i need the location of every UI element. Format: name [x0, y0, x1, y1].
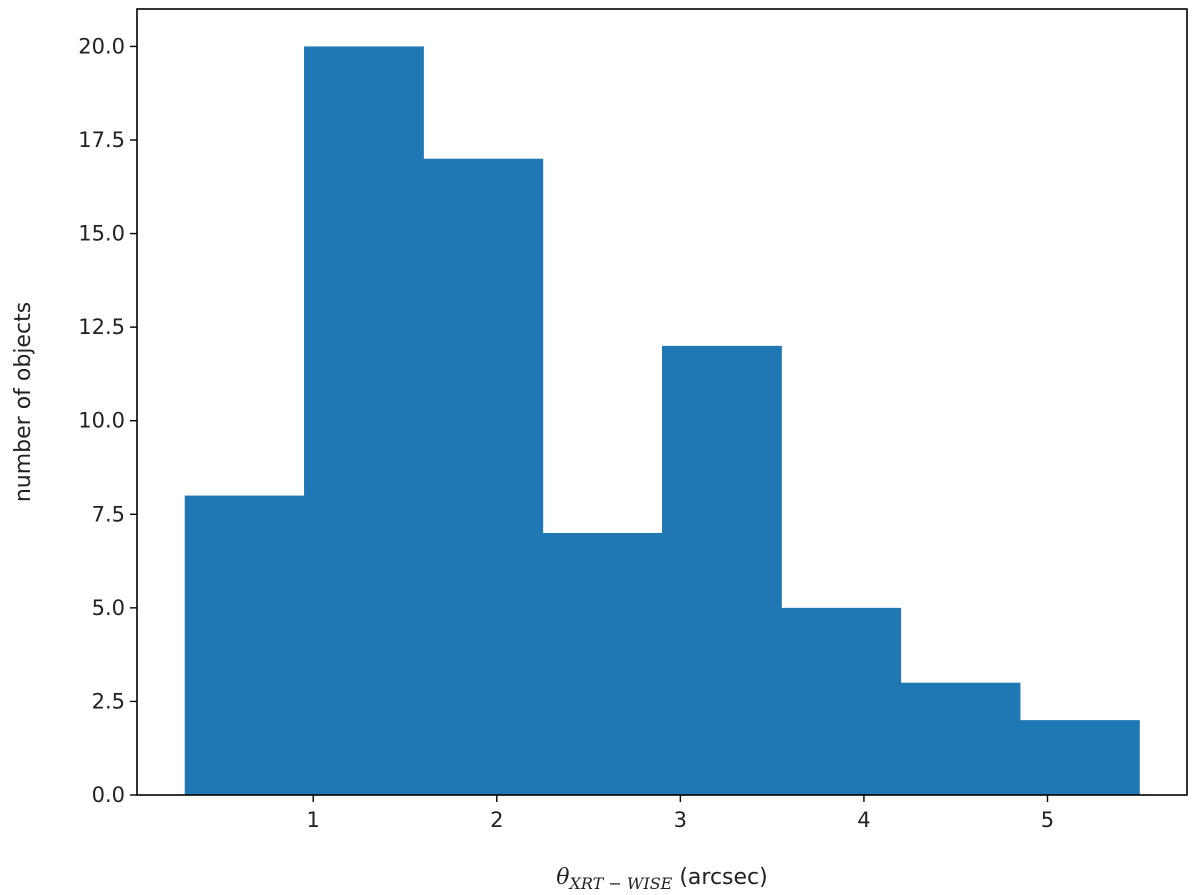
x-axis-unit: (arcsec) — [672, 865, 767, 890]
y-axis-ticks: 0.0 2.5 5.0 7.5 10.0 12.5 15.0 17.5 20.0 — [78, 34, 137, 807]
y-axis-label: number of objects — [11, 302, 36, 502]
y-tick-label: 15.0 — [78, 222, 125, 246]
histogram-bar — [184, 495, 305, 795]
x-axis-label: θXRT − WISE (arcsec) — [556, 865, 767, 893]
histogram-bar — [542, 533, 663, 795]
x-tick-label: 2 — [490, 808, 503, 832]
x-tick-label: 4 — [857, 808, 870, 832]
y-tick-label: 2.5 — [92, 689, 125, 713]
bars-group — [184, 46, 1140, 795]
y-tick-label: 7.5 — [92, 502, 125, 526]
x-tick-label: 3 — [674, 808, 687, 832]
x-axis-ticks: 1 2 3 4 5 — [307, 795, 1054, 832]
y-tick-label: 17.5 — [78, 128, 125, 152]
x-tick-label: 5 — [1041, 808, 1054, 832]
x-tick-label: 1 — [307, 808, 320, 832]
histogram-bar — [304, 46, 424, 795]
histogram-bar — [423, 158, 544, 795]
y-tick-label: 12.5 — [78, 315, 125, 339]
histogram-bar — [1019, 720, 1140, 795]
plot-frame — [136, 8, 1188, 796]
x-axis-symbol: θ — [556, 865, 569, 890]
y-tick-label: 5.0 — [92, 596, 125, 620]
histogram-bar — [900, 682, 1021, 795]
histogram-bar — [781, 607, 902, 795]
y-tick-label: 0.0 — [92, 783, 125, 807]
y-tick-label: 10.0 — [78, 409, 125, 433]
histogram-bar — [662, 345, 782, 795]
x-axis-subscript: XRT − WISE — [568, 874, 673, 893]
y-tick-label: 20.0 — [78, 34, 125, 58]
